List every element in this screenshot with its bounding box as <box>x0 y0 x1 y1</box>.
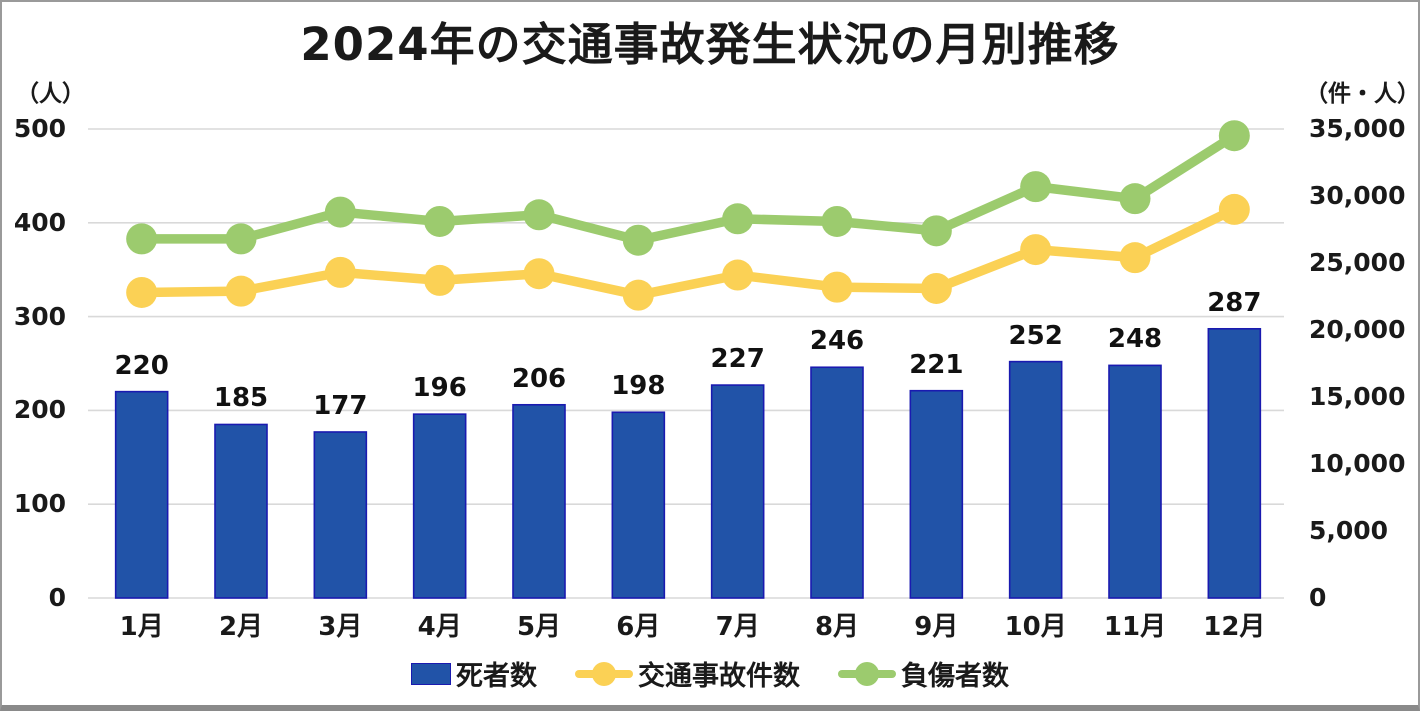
point-負傷者数-6月 <box>622 224 654 256</box>
point-交通事故件数-11月 <box>1119 242 1151 274</box>
x-label-9月: 9月 <box>914 612 959 642</box>
point-負傷者数-2月 <box>225 223 257 255</box>
right-tick-label: 30,000 <box>1309 181 1406 210</box>
bar-swatch-icon <box>411 662 451 685</box>
legend-item-deaths: 死者数 <box>411 654 537 693</box>
bar-1月 <box>114 390 169 599</box>
legend-label-deaths: 死者数 <box>456 661 537 692</box>
line-負傷者数 <box>136 130 1240 245</box>
left-tick-label: 100 <box>13 489 66 519</box>
bar-label: 221 <box>909 349 964 380</box>
left-axis-unit: （人） <box>16 81 85 107</box>
point-負傷者数-4月 <box>424 205 456 237</box>
right-axis-unit: （件・人） <box>1305 81 1420 107</box>
x-label-8月: 8月 <box>814 612 860 642</box>
line-swatch-icon <box>575 660 633 688</box>
bar-label: 246 <box>809 326 865 357</box>
left-tick-label: 0 <box>48 583 66 612</box>
right-tick-label: 10,000 <box>1309 449 1406 478</box>
bar-9月 <box>909 389 964 599</box>
x-label-10月: 10月 <box>1004 612 1067 642</box>
left-tick-label: 300 <box>13 301 66 331</box>
bar-label: 177 <box>313 390 368 421</box>
legend-item-injuries: 負傷者数 <box>838 654 1009 693</box>
point-交通事故件数-10月 <box>1020 234 1052 266</box>
right-tick-label: 0 <box>1309 583 1327 612</box>
bar-label: 248 <box>1107 324 1163 355</box>
x-label-11月: 11月 <box>1103 612 1167 642</box>
bar-6月 <box>611 411 666 599</box>
point-交通事故件数-12月 <box>1218 193 1250 225</box>
point-負傷者数-10月 <box>1020 171 1052 203</box>
x-label-12月: 12月 <box>1203 612 1266 642</box>
point-負傷者数-1月 <box>126 223 158 255</box>
point-交通事故件数-1月 <box>126 276 158 308</box>
bar-label: 185 <box>213 383 269 414</box>
point-交通事故件数-6月 <box>622 279 654 311</box>
chart-title: 2024年の交通事故発生状況の月別推移 <box>300 18 1120 71</box>
bar-label: 196 <box>412 373 467 404</box>
point-負傷者数-7月 <box>722 203 754 235</box>
right-tick-label: 35,000 <box>1309 114 1406 143</box>
right-tick-label: 20,000 <box>1309 315 1406 344</box>
point-交通事故件数-8月 <box>821 271 853 303</box>
point-交通事故件数-2月 <box>225 275 257 307</box>
x-label-5月: 5月 <box>516 612 562 642</box>
left-tick-label: 200 <box>13 395 66 425</box>
x-label-3月: 3月 <box>318 612 363 642</box>
bar-label: 287 <box>1207 287 1262 318</box>
line-swatch-icon <box>838 660 896 688</box>
x-label-4月: 4月 <box>417 612 462 642</box>
left-tick-label: 500 <box>13 114 66 143</box>
bar-5月 <box>512 403 566 599</box>
left-tick-label: 400 <box>13 207 66 237</box>
bar-10月 <box>1008 360 1063 599</box>
bar-11月 <box>1108 364 1162 599</box>
right-tick-label: 5,000 <box>1309 516 1389 545</box>
point-負傷者数-5月 <box>523 199 555 231</box>
bar-12月 <box>1207 327 1262 599</box>
x-label-6月: 6月 <box>616 612 661 642</box>
bar-8月 <box>810 366 864 599</box>
point-交通事故件数-4月 <box>424 264 456 296</box>
line-交通事故件数 <box>136 204 1240 300</box>
bar-4月 <box>412 413 467 599</box>
bar-label: 220 <box>114 350 169 381</box>
point-負傷者数-11月 <box>1119 183 1151 215</box>
point-交通事故件数-9月 <box>920 272 952 304</box>
bar-2月 <box>214 423 268 599</box>
legend: 死者数 交通事故件数 負傷者数 <box>2 654 1418 693</box>
legend-item-accidents: 交通事故件数 <box>575 654 800 693</box>
bar-label: 252 <box>1008 320 1063 351</box>
point-交通事故件数-5月 <box>523 258 555 290</box>
right-tick-label: 25,000 <box>1309 248 1406 277</box>
x-label-7月: 7月 <box>715 612 760 642</box>
point-交通事故件数-7月 <box>722 259 754 291</box>
bar-7月 <box>710 384 765 599</box>
bar-label: 198 <box>611 371 666 402</box>
point-負傷者数-12月 <box>1218 120 1250 152</box>
bar-label: 227 <box>710 344 765 375</box>
point-負傷者数-9月 <box>920 215 952 247</box>
point-負傷者数-8月 <box>821 205 853 237</box>
x-label-1月: 1月 <box>119 612 164 642</box>
point-交通事故件数-3月 <box>324 256 356 288</box>
right-tick-label: 15,000 <box>1309 382 1406 411</box>
legend-label-injuries: 負傷者数 <box>901 661 1009 692</box>
bar-label: 206 <box>511 363 567 394</box>
x-label-2月: 2月 <box>218 612 264 642</box>
legend-label-accidents: 交通事故件数 <box>638 661 800 692</box>
bar-3月 <box>313 431 368 599</box>
point-負傷者数-3月 <box>324 196 356 228</box>
